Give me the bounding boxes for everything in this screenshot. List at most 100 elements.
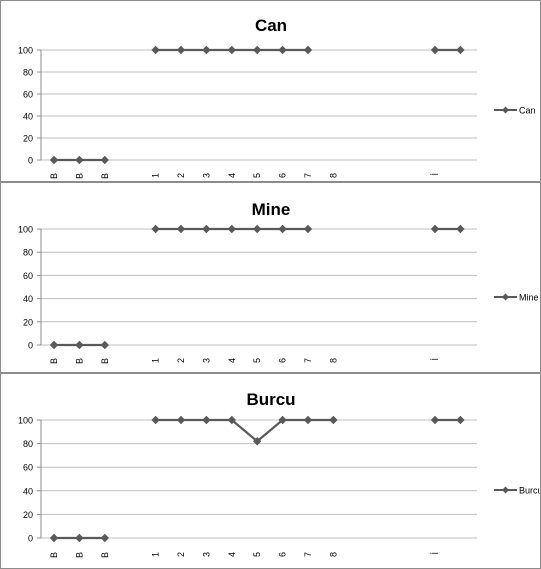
x-tick-label: 1 <box>151 173 161 178</box>
data-point-marker <box>303 224 313 234</box>
y-tick-label: 20 <box>23 510 33 520</box>
x-tick-label: B <box>74 358 84 364</box>
chart-panel-burcu: Burcu 0 20 40 60 80 100 B B B 1 2 3 4 5 6 7 8 İ Burcu <box>0 373 541 569</box>
y-tick-label: 20 <box>23 134 33 144</box>
x-tick-label: B <box>100 552 110 558</box>
data-point-marker <box>253 437 262 446</box>
x-tick-label: 4 <box>227 552 237 557</box>
x-tick-label: İ <box>430 358 440 361</box>
x-tick-label: 5 <box>252 358 262 363</box>
data-point-marker <box>303 45 313 55</box>
x-tick-label: 3 <box>201 173 211 178</box>
y-tick-label: 60 <box>23 271 33 281</box>
y-tick-label: 80 <box>23 439 33 449</box>
x-tick-label: 4 <box>227 358 237 363</box>
data-point-marker <box>456 415 465 425</box>
legend-marker <box>502 293 509 301</box>
data-point-marker <box>176 415 186 425</box>
y-tick-label: 80 <box>23 248 33 258</box>
data-point-marker <box>278 45 287 55</box>
x-tick-label: 3 <box>201 358 211 363</box>
data-point-marker <box>430 224 440 234</box>
y-tick-label: 40 <box>23 112 33 122</box>
x-tick-label: 7 <box>303 173 313 178</box>
x-tick-label: B <box>49 173 59 179</box>
x-tick-label: 2 <box>176 358 186 363</box>
data-point-marker <box>75 533 84 543</box>
x-tick-label: 4 <box>227 173 237 178</box>
x-tick-label: B <box>74 552 84 558</box>
y-tick-label: 20 <box>23 317 33 327</box>
y-tick-label: 60 <box>23 90 33 100</box>
x-tick-label: 2 <box>176 173 186 178</box>
x-tick-label: 6 <box>278 552 288 557</box>
x-tick-label: 5 <box>252 173 262 178</box>
chart-panel-mine: Mine 0 20 40 60 80 100 B B B 1 2 3 4 5 6 7 8 İ Mine <box>0 182 541 373</box>
legend-marker <box>502 106 509 114</box>
data-point-marker <box>303 415 313 425</box>
data-point-marker <box>75 340 84 350</box>
data-point-marker <box>151 45 160 55</box>
data-point-marker <box>456 45 465 55</box>
x-tick-label: 6 <box>278 358 288 363</box>
data-point-marker <box>202 415 211 425</box>
x-tick-label: 1 <box>151 552 161 557</box>
x-tick-label: 5 <box>252 552 262 557</box>
data-point-marker <box>253 224 262 234</box>
chart-mine: Mine 0 20 40 60 80 100 B B B 1 2 3 4 5 6 7 8 İ Mine <box>18 200 539 364</box>
chart-can: Can 0 20 40 60 80 100 B B B 1 2 3 4 5 6 7 8 İ Can <box>18 16 536 179</box>
x-tick-label: 8 <box>328 552 338 557</box>
data-point-marker <box>227 415 236 425</box>
data-point-marker <box>202 224 211 234</box>
data-point-marker <box>227 45 236 55</box>
chart-title: Burcu <box>246 390 295 409</box>
x-tick-label: İ <box>430 173 440 176</box>
x-tick-label: İ <box>430 552 440 555</box>
x-tick-label: B <box>74 173 84 179</box>
chart-title: Can <box>255 16 287 35</box>
data-point-marker <box>49 533 59 543</box>
x-tick-label: 1 <box>151 358 161 363</box>
data-point-marker <box>151 224 160 234</box>
x-tick-label: 6 <box>278 173 288 178</box>
legend-label: Mine <box>519 293 539 303</box>
data-point-marker <box>430 415 440 425</box>
x-tick-label: B <box>49 552 59 558</box>
data-point-marker <box>278 224 287 234</box>
series-line-segment <box>256 419 284 443</box>
data-point-marker <box>100 340 109 350</box>
x-tick-label: 8 <box>328 358 338 363</box>
data-point-marker <box>176 45 186 55</box>
x-tick-label: 2 <box>176 552 186 557</box>
data-point-marker <box>75 155 84 165</box>
data-point-marker <box>100 533 109 543</box>
legend-marker <box>502 486 509 494</box>
series-line-segment <box>231 419 258 443</box>
data-point-marker <box>430 45 440 55</box>
x-tick-label: B <box>49 358 59 364</box>
y-tick-label: 40 <box>23 294 33 304</box>
data-point-marker <box>227 224 236 234</box>
x-tick-label: 3 <box>201 552 211 557</box>
legend-label: Can <box>519 106 536 116</box>
x-tick-label: 7 <box>303 358 313 363</box>
data-point-marker <box>329 415 338 425</box>
data-point-marker <box>253 45 262 55</box>
y-tick-label: 100 <box>18 225 33 235</box>
y-tick-label: 0 <box>28 341 33 351</box>
chart-title: Mine <box>252 200 291 219</box>
data-point-marker <box>176 224 186 234</box>
y-tick-label: 100 <box>18 416 33 426</box>
data-point-marker <box>100 155 109 165</box>
legend-label: Burcu <box>519 486 540 496</box>
y-tick-label: 80 <box>23 68 33 78</box>
data-point-marker <box>202 45 211 55</box>
y-tick-label: 40 <box>23 486 33 496</box>
chart-panel-can: Can 0 20 40 60 80 100 B B B 1 2 3 4 5 6 7 8 İ Can <box>0 0 541 182</box>
x-tick-label: B <box>100 358 110 364</box>
data-point-marker <box>49 155 59 165</box>
y-tick-label: 60 <box>23 463 33 473</box>
data-point-marker <box>456 224 465 234</box>
x-tick-label: B <box>100 173 110 179</box>
